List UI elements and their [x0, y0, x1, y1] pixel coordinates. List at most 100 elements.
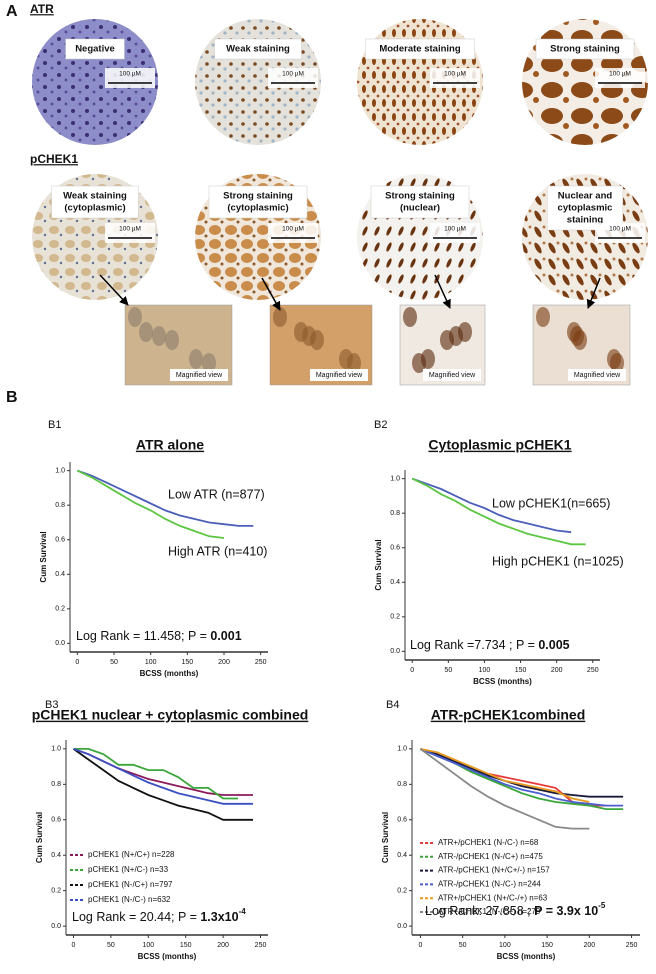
x-axis-label: BCSS (months) [473, 677, 532, 686]
image-label: Negative [75, 44, 115, 55]
x-tick-label: 50 [110, 659, 118, 666]
x-axis-label: BCSS (months) [497, 952, 556, 961]
y-tick-label: 0.8 [55, 502, 65, 509]
x-tick-label: 200 [218, 659, 230, 666]
stat-text: Log Rank: 27.858 ; P = 3.9x 10-5 [425, 901, 606, 918]
image-label: Nuclear and [558, 191, 613, 202]
x-tick-label: 150 [180, 942, 192, 949]
survival-curve [72, 748, 253, 821]
curve-label: High pCHEK1 (n=1025) [492, 554, 624, 568]
survival-curve [420, 748, 624, 807]
stat-label: Log Rank =7.734 ; P = [410, 638, 538, 652]
panel-label: B2 [374, 419, 387, 431]
x-tick-label: 200 [217, 942, 229, 949]
y-tick-label: 0.4 [390, 579, 400, 586]
x-axis-label: BCSS (months) [140, 669, 199, 678]
survival-curve [411, 477, 572, 534]
x-tick-label: 100 [145, 659, 157, 666]
y-tick-label: 0.6 [51, 817, 61, 824]
y-tick-label: 0.6 [55, 537, 65, 544]
chart-title: ATR-pCHEK1combined [431, 707, 586, 723]
cell [294, 322, 308, 342]
x-tick-label: 0 [410, 667, 414, 674]
panel-label: B [6, 389, 18, 406]
y-tick-label: 0.0 [51, 923, 61, 930]
x-axis-label: BCSS (months) [138, 952, 197, 961]
stat-label: Log Rank = 11.458; P = [76, 629, 210, 643]
chart-title: ATR alone [136, 437, 204, 453]
image-label: (cytoplasmic) [227, 203, 288, 214]
stat-exponent: -5 [598, 901, 606, 910]
arrow [434, 274, 451, 309]
y-tick-label: 0.0 [397, 923, 407, 930]
legend-label: pCHEK1 (N-/C-) n=632 [88, 895, 171, 904]
stat-text: Log Rank = 20.44; P = 1.3x10-4 [72, 907, 246, 924]
cell [403, 307, 417, 327]
image-label: Strong staining [223, 191, 293, 202]
legend-label: pCHEK1 (N+/C+) n=228 [88, 850, 175, 859]
x-tick-label: 200 [583, 942, 595, 949]
curve-label: Low ATR (n=877) [168, 487, 265, 501]
label-box [370, 185, 470, 219]
y-tick-label: 0.4 [51, 852, 61, 859]
cell [536, 307, 550, 327]
image-label: staining [567, 215, 604, 226]
y-tick-label: 1.0 [51, 746, 61, 753]
x-tick-label: 150 [515, 667, 527, 674]
magnified-label-box [568, 369, 626, 381]
y-tick-label: 1.0 [55, 467, 65, 474]
panel-label: B3 [45, 699, 58, 711]
x-tick-label: 250 [626, 942, 638, 949]
image-label: (cytoplasmic) [64, 203, 125, 214]
stat-label: Log Rank: 27.858 ; [425, 904, 534, 918]
y-tick-label: 0.6 [390, 545, 400, 552]
arrow [99, 274, 129, 306]
x-tick-label: 150 [181, 659, 193, 666]
row-title: pCHEK1 [30, 152, 78, 166]
scale-label: 100 µM [444, 71, 466, 78]
magnified-label: Magnified view [316, 372, 363, 379]
survival-curve [73, 748, 239, 800]
y-axis-label: Cum Survival [374, 539, 383, 590]
legend-label: pCHEK1 (N+/C-) n=33 [88, 865, 169, 874]
stat-p-value: P = 3.9x 10 [534, 904, 598, 918]
image-label: Strong staining [550, 44, 620, 55]
cell [458, 322, 472, 342]
scale-label: 100 µM [119, 226, 141, 233]
x-tick-label: 200 [551, 667, 563, 674]
legend-label: ATR+/CHEK1 (N-/C+) n=279 [438, 907, 541, 916]
label-box [214, 38, 302, 60]
x-tick-label: 0 [418, 942, 422, 949]
label-box [51, 185, 139, 219]
survival-curve [420, 748, 624, 798]
y-tick-label: 1.0 [390, 475, 400, 482]
cell [128, 307, 142, 327]
image-label: Moderate staining [379, 44, 460, 55]
x-tick-label: 100 [479, 667, 491, 674]
y-axis-label: Cum Survival [35, 812, 44, 863]
x-tick-label: 100 [142, 942, 154, 949]
survival-curve [420, 748, 590, 803]
panel-label: B1 [48, 419, 61, 431]
cell [273, 307, 287, 327]
magnified-label: Magnified view [176, 372, 223, 379]
panel-label: B4 [386, 699, 399, 711]
scale-label: 100 µM [444, 226, 466, 233]
survival-curve [419, 748, 590, 830]
curve-label: High ATR (n=410) [168, 544, 267, 558]
stat-label: Log Rank = 20.44; P = [72, 910, 200, 924]
magnified-label: Magnified view [429, 372, 476, 379]
x-tick-label: 0 [72, 942, 76, 949]
panel-label: A [6, 3, 18, 20]
cell [202, 353, 216, 373]
cell [189, 349, 203, 369]
x-tick-label: 250 [255, 659, 267, 666]
y-tick-label: 0.8 [390, 510, 400, 517]
scale-label: 100 µM [609, 71, 631, 78]
stat-p-value: 0.001 [210, 629, 241, 643]
stat-p-value: 1.3x10 [200, 910, 238, 924]
stat-p-value: 0.005 [538, 638, 569, 652]
scale-label: 100 µM [282, 71, 304, 78]
x-tick-label: 50 [444, 667, 452, 674]
